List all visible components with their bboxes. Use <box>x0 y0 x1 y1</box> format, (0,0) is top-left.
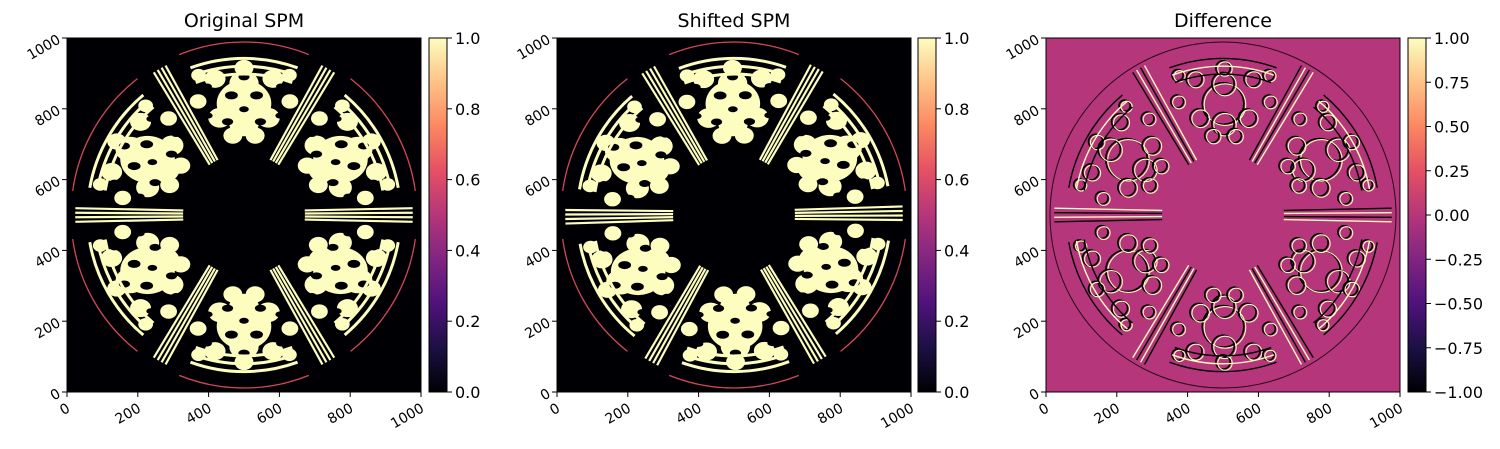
x-tick-label: 200 <box>603 401 634 428</box>
y-tick-label: 800 <box>1011 103 1042 130</box>
y-tick-label: 1000 <box>1004 32 1043 64</box>
colorbar <box>917 37 937 393</box>
x-tick-label: 400 <box>183 401 214 428</box>
panel-title: Original SPM <box>184 10 304 32</box>
colorbar-tick-label: 1.0 <box>944 29 969 48</box>
y-tick-label: 0 <box>1027 386 1043 404</box>
x-tick-label: 600 <box>744 401 775 428</box>
y-tick-label: 200 <box>32 315 63 342</box>
colorbar-tick-label: 0.0 <box>455 383 480 402</box>
colorbar-tick-label: 0.00 <box>1434 206 1470 225</box>
panel-3: Difference 0 200 400 600 800 1000 0 200 400 600 800… <box>1004 10 1483 432</box>
y-tick-label: 800 <box>32 103 63 130</box>
panel-1: Original SPM 0 200 400 600 800 1000 0 200 400 600 8… <box>25 10 481 432</box>
panel-2: Shifted SPM 0 200 400 600 800 1000 0 200 400 600 80… <box>515 10 970 432</box>
y-tick-label: 1000 <box>515 32 554 64</box>
y-tick-label: 400 <box>522 244 553 271</box>
colorbar-tick-label: 0.2 <box>455 312 480 331</box>
y-tick-label: 600 <box>1011 174 1042 201</box>
axes-frame <box>556 37 912 393</box>
x-tick-label: 800 <box>1304 401 1335 428</box>
pupil-pattern <box>562 41 906 389</box>
colorbar-tick-label: 1.0 <box>455 29 480 48</box>
y-tick-label: 200 <box>1011 315 1042 342</box>
panel-title: Difference <box>1174 10 1272 32</box>
y-tick-label: 600 <box>32 174 63 201</box>
y-tick-label: 0 <box>538 386 554 404</box>
colorbar-tick-label: 0.25 <box>1434 162 1470 181</box>
y-tick-label: 400 <box>1011 244 1042 271</box>
x-tick-label: 600 <box>1233 401 1264 428</box>
x-tick-label: 600 <box>254 401 285 428</box>
colorbar-tick-label: 0.2 <box>944 312 969 331</box>
y-tick-label: 0 <box>48 386 64 404</box>
y-tick-label: 600 <box>522 174 553 201</box>
colorbar-tick-label: 0.0 <box>944 383 969 402</box>
colorbar-tick-label: 1.00 <box>1434 29 1470 48</box>
x-tick-label: 800 <box>325 401 356 428</box>
pupil-pattern <box>1049 41 1397 389</box>
y-tick-label: 800 <box>522 103 553 130</box>
x-tick-label: 0 <box>1036 401 1052 419</box>
colorbar-tick-label: 0.75 <box>1434 73 1470 92</box>
axes-frame <box>66 37 422 393</box>
x-tick-label: 800 <box>815 401 846 428</box>
colorbar-tick-label: −0.50 <box>1434 295 1483 314</box>
colorbar-tick-label: 0.8 <box>944 100 969 119</box>
x-tick-label: 400 <box>673 401 704 428</box>
x-tick-label: 200 <box>113 401 144 428</box>
panel-title: Shifted SPM <box>678 10 791 32</box>
colorbar-tick-label: −1.00 <box>1434 383 1483 402</box>
x-tick-label: 1000 <box>388 401 427 433</box>
y-tick-label: 400 <box>32 244 63 271</box>
x-tick-label: 1000 <box>878 401 917 433</box>
colorbar-tick-label: 0.50 <box>1434 118 1470 137</box>
x-tick-label: 400 <box>1162 401 1193 428</box>
colorbar-tick-label: 0.4 <box>455 241 480 260</box>
x-tick-label: 0 <box>57 401 73 419</box>
colorbar-tick-label: 0.8 <box>455 100 480 119</box>
colorbar-tick-label: −0.75 <box>1434 339 1483 358</box>
y-tick-label: 200 <box>522 315 553 342</box>
pupil-pattern <box>72 41 416 389</box>
axes-frame <box>1045 37 1401 393</box>
x-tick-label: 200 <box>1092 401 1123 428</box>
colorbar-tick-label: 0.4 <box>944 241 969 260</box>
colorbar-tick-label: 0.6 <box>944 171 969 190</box>
colorbar-tick-label: 0.6 <box>455 171 480 190</box>
colorbar <box>1407 37 1427 393</box>
x-tick-label: 1000 <box>1367 401 1406 433</box>
colorbar-tick-label: −0.25 <box>1434 250 1483 269</box>
y-tick-label: 1000 <box>25 32 64 64</box>
x-tick-label: 0 <box>547 401 563 419</box>
colorbar <box>428 37 448 393</box>
